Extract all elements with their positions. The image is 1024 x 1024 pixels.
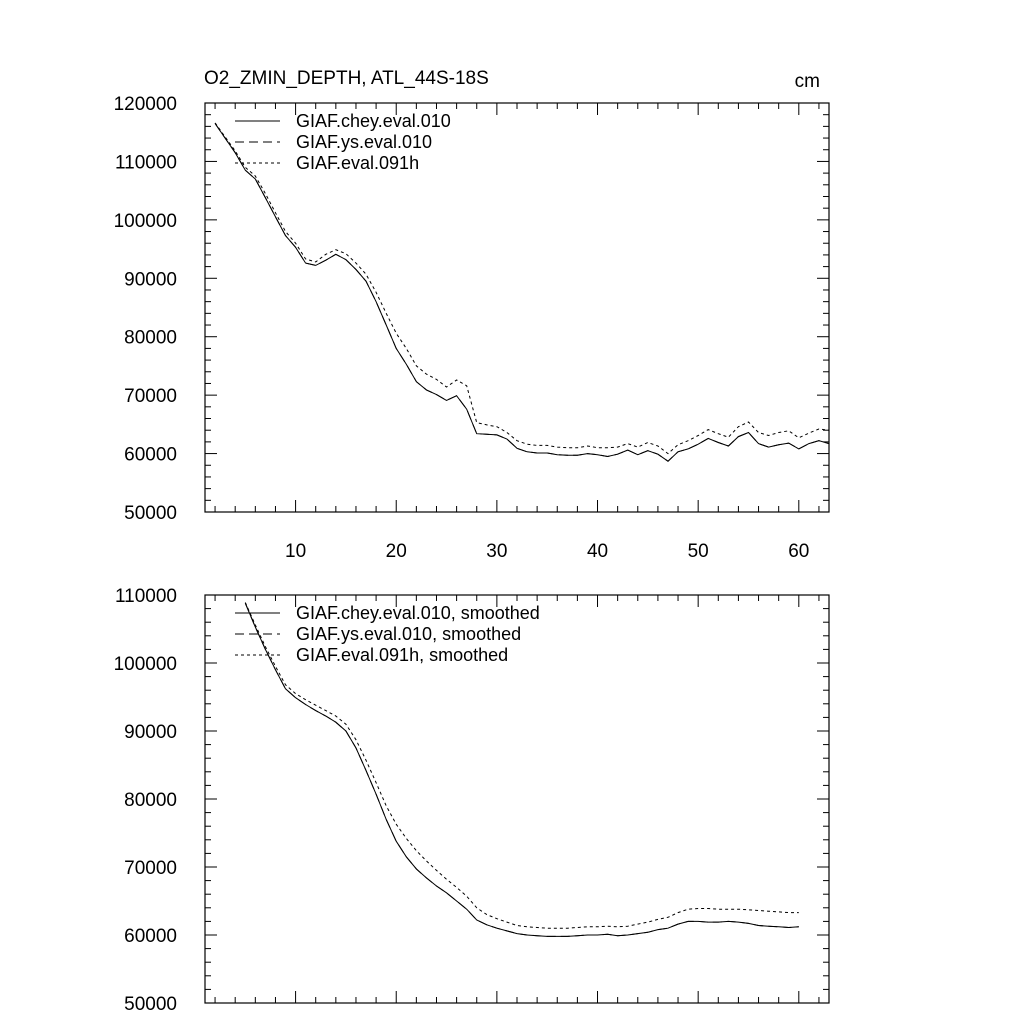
y-tick-label: 100000 [114, 654, 177, 675]
figure-title: O2_ZMIN_DEPTH, ATL_44S-18S [204, 68, 489, 89]
series-line [214, 123, 830, 462]
y-tick-label: 90000 [124, 722, 177, 743]
y-tick-label: 120000 [114, 94, 177, 115]
y-tick-label: 100000 [114, 211, 177, 232]
y-tick-label: 70000 [124, 858, 177, 879]
x-tick-label: 50 [688, 541, 709, 562]
legend-label: GIAF.eval.091h [296, 153, 419, 173]
y-tick-label: 90000 [124, 269, 177, 290]
y-tick-label: 50000 [124, 503, 177, 524]
series-line [214, 122, 830, 455]
legend-label: GIAF.ys.eval.010, smoothed [296, 624, 521, 644]
y-tick-label: 80000 [124, 790, 177, 811]
series-line [244, 603, 799, 937]
y-tick-label: 70000 [124, 386, 177, 407]
y-tick-label: 60000 [124, 926, 177, 947]
y-tick-label: 50000 [124, 994, 177, 1015]
top-line-chart: 10 20 30 40 50 60 50000 60000 70000 80000 90000 100… [114, 94, 830, 562]
legend-label: GIAF.eval.091h, smoothed [296, 645, 508, 665]
x-tick-label: 60 [788, 541, 809, 562]
x-tick-label: 30 [486, 541, 507, 562]
x-tick-label: 20 [386, 541, 407, 562]
y-tick-label: 60000 [124, 445, 177, 466]
legend-label: GIAF.ys.eval.010 [296, 132, 432, 152]
legend-label: GIAF.chey.eval.010, smoothed [296, 603, 540, 623]
y-tick-label: 110000 [115, 586, 177, 607]
series-line [214, 123, 830, 462]
legend-label: GIAF.chey.eval.010 [296, 111, 451, 131]
units-label: cm [795, 71, 820, 92]
x-tick-label: 10 [285, 541, 306, 562]
x-tick-label: 40 [587, 541, 608, 562]
bottom-line-chart: 50000 60000 70000 80000 90000 100000 110000 GIA… [114, 586, 830, 1015]
y-tick-label: 110000 [115, 152, 177, 173]
y-tick-label: 80000 [124, 328, 177, 349]
